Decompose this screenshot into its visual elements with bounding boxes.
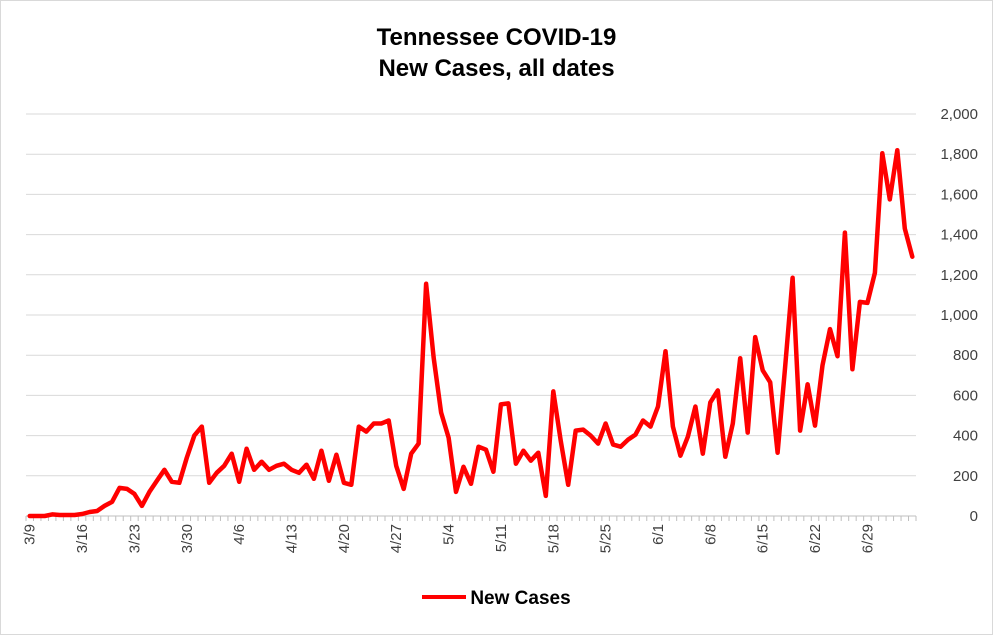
x-tick-label: 3/16 <box>74 524 91 553</box>
y-tick-label: 400 <box>953 428 978 445</box>
y-tick-label: 800 <box>953 347 978 364</box>
chart-subtitle: New Cases, all dates <box>378 55 615 82</box>
legend-swatch-new-cases <box>422 594 467 599</box>
y-tick-label: 1,200 <box>940 267 978 284</box>
y-tick-label: 1,600 <box>940 186 978 203</box>
y-tick-label: 0 <box>970 508 978 525</box>
x-tick-label: 6/8 <box>702 524 719 545</box>
x-tick-label: 3/30 <box>179 524 196 553</box>
x-tick-label: 4/27 <box>388 524 405 553</box>
x-tick-label: 4/13 <box>284 524 301 553</box>
y-tick-label: 600 <box>953 387 978 404</box>
y-tick-label: 1,000 <box>940 307 978 324</box>
x-axis <box>25 515 917 521</box>
x-tick-label: 6/29 <box>859 524 876 553</box>
gridlines <box>26 113 916 477</box>
chart-title: Tennessee COVID-19 <box>376 24 617 51</box>
x-tick-label: 3/9 <box>22 524 39 545</box>
x-tick-label: 5/4 <box>441 524 458 545</box>
series-group <box>27 147 915 519</box>
x-tick-label: 5/11 <box>493 524 510 552</box>
legend: New Cases <box>0 588 993 610</box>
x-tick-label: 4/6 <box>231 524 248 545</box>
y-tick-label: 1,400 <box>940 227 978 244</box>
x-tick-label: 4/20 <box>336 524 353 553</box>
y-axis-ticks: 0 200 400 600 800 1,000 1,200 1,400 1,600 1,800 2,… <box>940 106 978 525</box>
x-tick-label: 5/18 <box>545 524 562 553</box>
x-tick-label: 3/23 <box>126 524 143 553</box>
x-axis-ticks: 3/9 3/16 3/23 3/30 4/6 4/13 4/20 4/27 5/4 5/11 5/1… <box>22 524 877 553</box>
legend-label-new-cases: New Cases <box>470 588 571 609</box>
y-tick-label: 200 <box>953 468 978 485</box>
y-tick-label: 1,800 <box>940 146 978 163</box>
x-tick-label: 5/25 <box>598 524 615 553</box>
x-tick-label: 6/22 <box>807 524 824 553</box>
chart-title-block: Tennessee COVID-19 New Cases, all dates <box>0 22 993 84</box>
y-tick-label: 2,000 <box>940 106 978 123</box>
x-tick-label: 6/15 <box>755 524 772 553</box>
series-line-new-cases <box>27 147 915 519</box>
x-tick-label: 6/1 <box>650 524 667 545</box>
